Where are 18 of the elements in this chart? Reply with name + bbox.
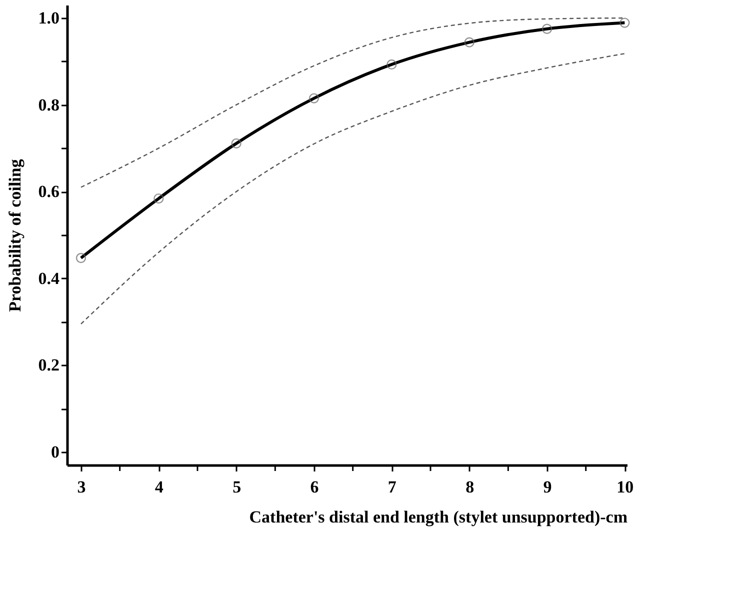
y-tick-label: 0.8 <box>38 95 60 114</box>
x-tick-label: 10 <box>616 478 634 496</box>
y-axis-title: Probability of coiling <box>5 158 24 312</box>
x-tick-label: 6 <box>310 478 319 496</box>
y-tick-label: 0.6 <box>38 182 60 202</box>
x-tick-label: 5 <box>232 478 242 496</box>
y-tick-label: 0.2 <box>38 356 60 375</box>
y-tick-label: 0 <box>51 442 60 462</box>
y-tick-label: 1.0 <box>38 8 60 28</box>
x-tick-label: 9 <box>543 478 552 496</box>
x-tick-label: 4 <box>154 478 164 496</box>
x-tick-label: 8 <box>466 478 474 496</box>
y-tick-label: 0.4 <box>38 268 60 288</box>
x-axis-title: Catheter's distal end length (stylet unsupported)-cm <box>249 508 628 526</box>
x-tick-label: 3 <box>77 478 86 496</box>
line-series <box>80 17 626 188</box>
x-tick-label: 7 <box>388 478 397 496</box>
line-series <box>80 53 626 325</box>
